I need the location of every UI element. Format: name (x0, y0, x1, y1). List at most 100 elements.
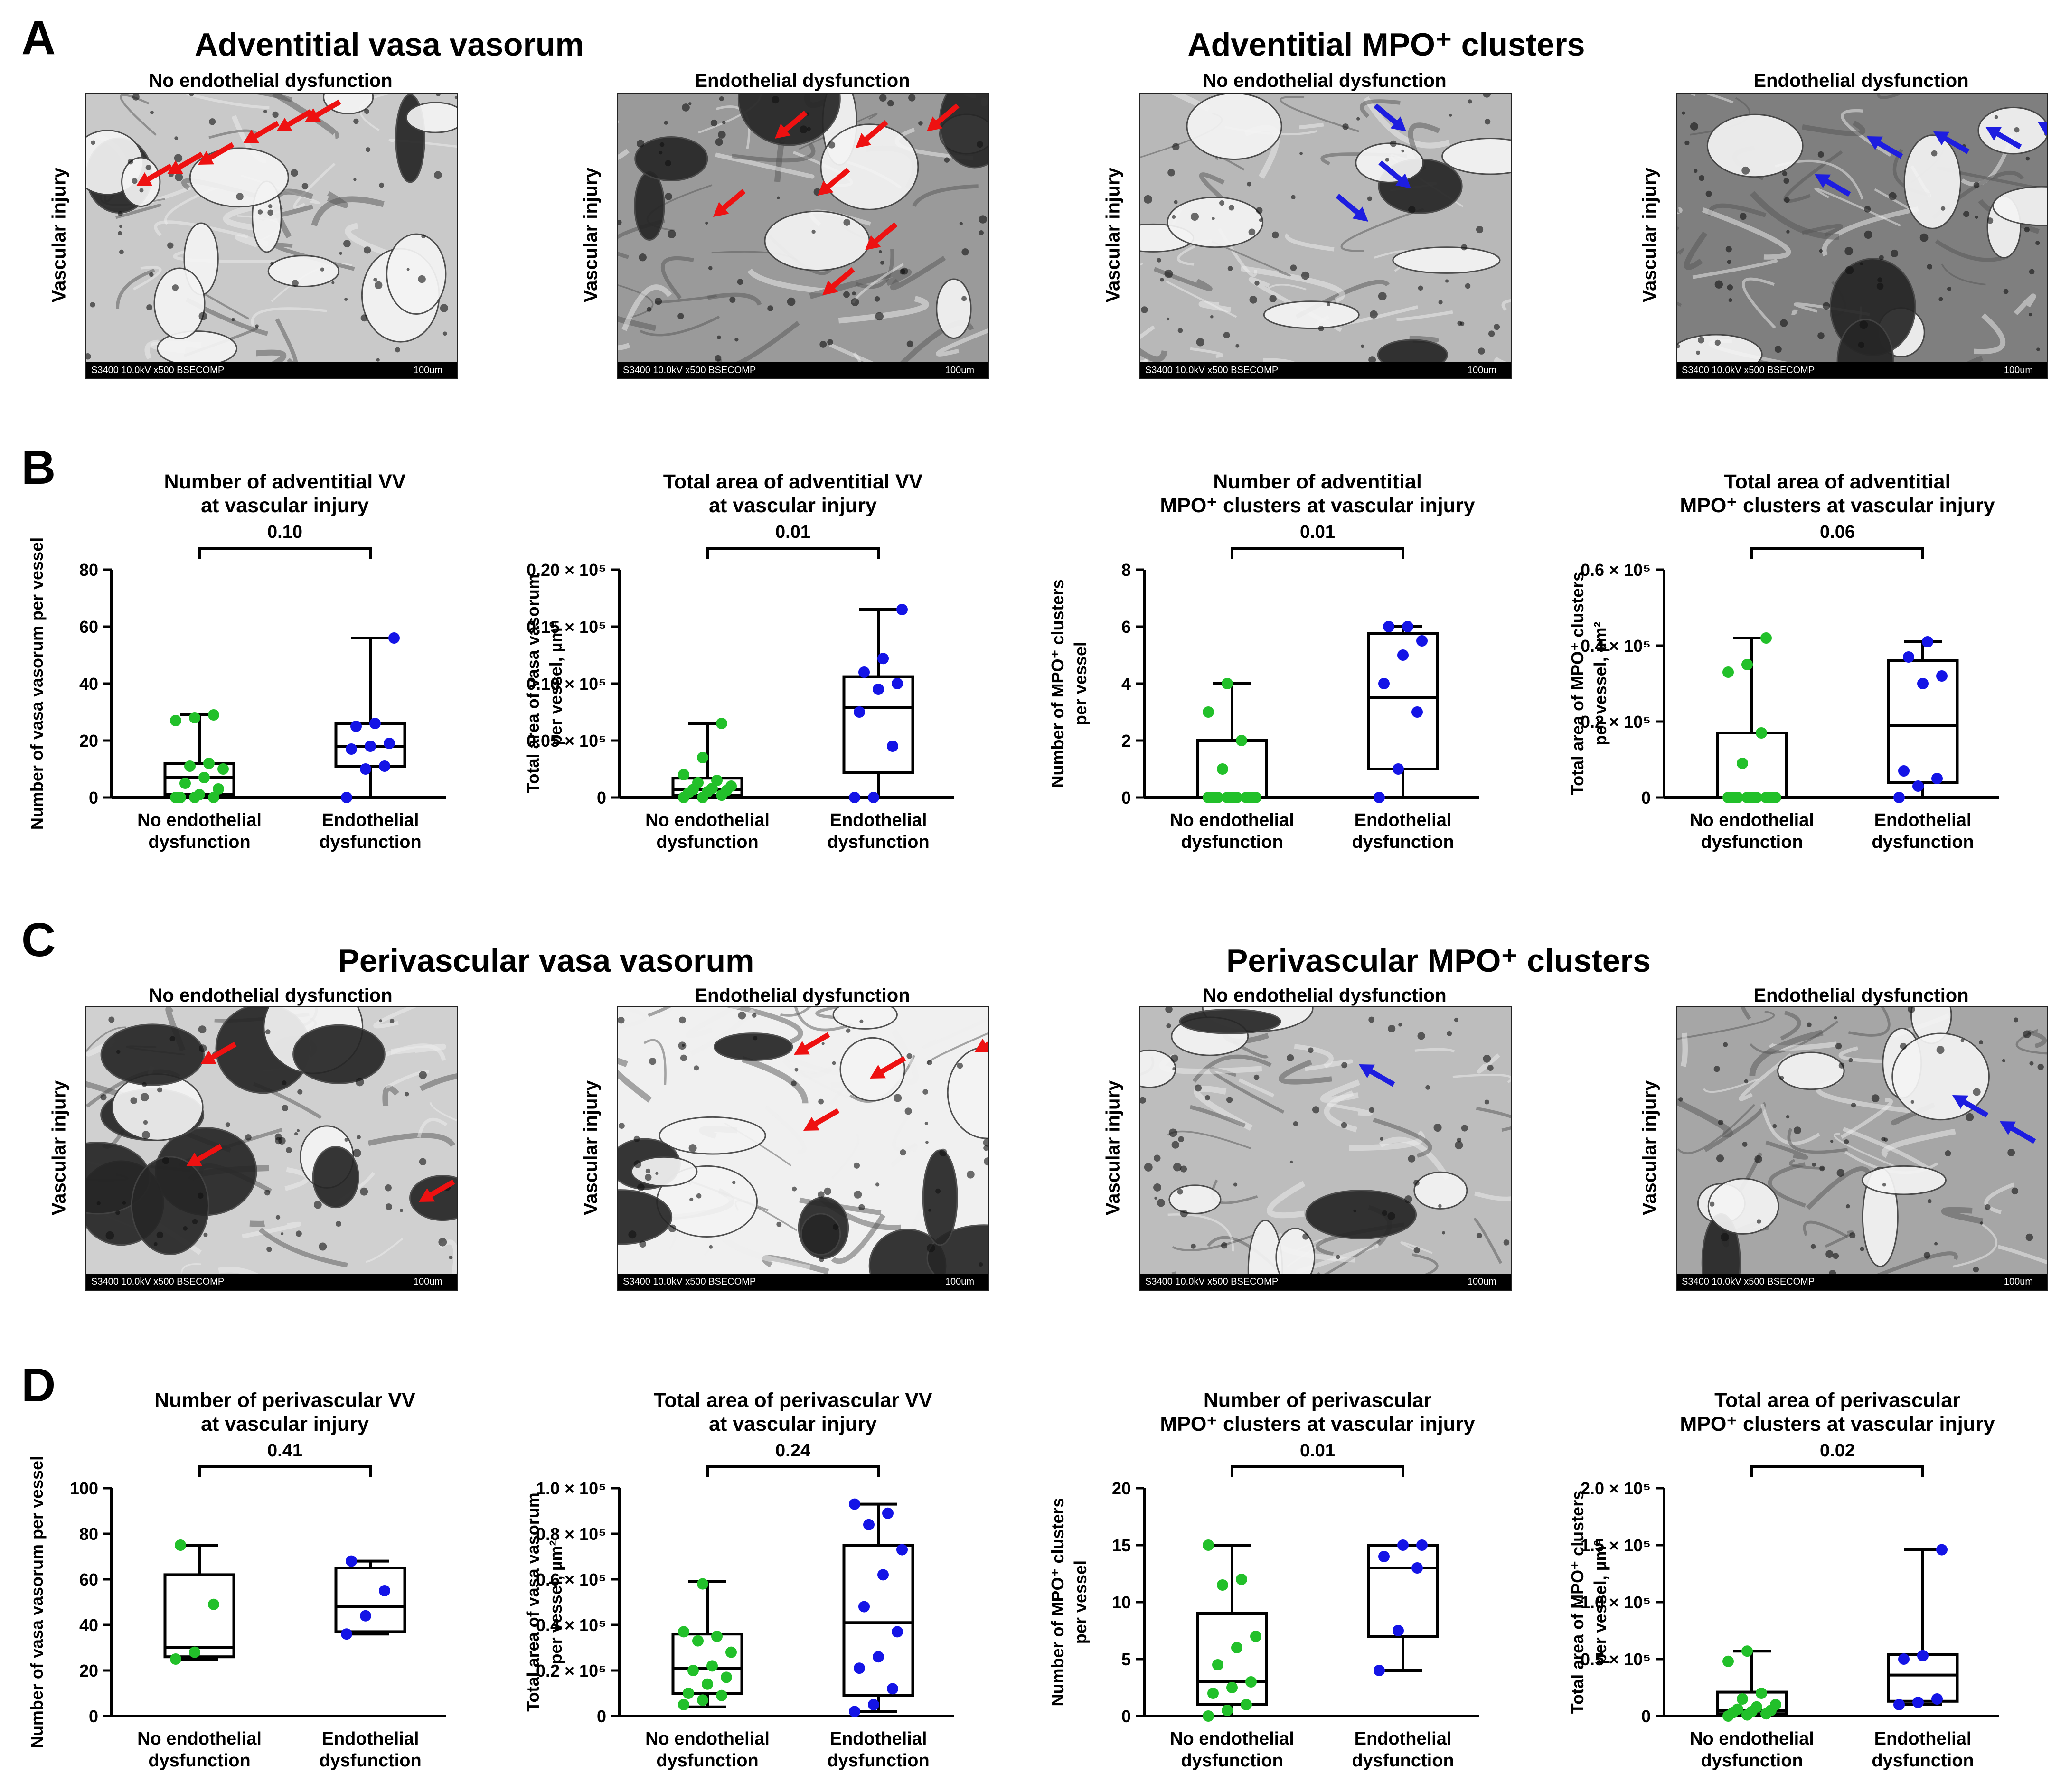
data-point (170, 1653, 181, 1665)
data-point (697, 1694, 708, 1706)
chart-title: Total area of adventitial VV at vascular … (663, 470, 922, 517)
data-point (877, 1569, 889, 1581)
micrograph-image: S3400 10.0kV x500 BSECOMP 100um (1139, 93, 1512, 379)
data-point (1741, 659, 1753, 670)
box (842, 1544, 914, 1697)
data-point (1217, 1579, 1228, 1591)
image-title: No endothelial dysfunction (1203, 70, 1447, 91)
box (1196, 739, 1268, 799)
chart-title-line: Number of adventitial VV (164, 470, 406, 493)
data-point (1770, 1699, 1781, 1710)
data-point (1737, 1693, 1748, 1705)
data-point (170, 715, 181, 726)
data-point (1917, 1650, 1929, 1661)
y-tick-label: 1.0 × 10⁵ (1581, 1593, 1651, 1612)
data-point (217, 763, 229, 775)
data-point (1212, 792, 1223, 803)
p-value: 0.24 (775, 1441, 810, 1461)
data-point (877, 653, 889, 665)
data-point (892, 678, 903, 689)
x-category-label: Endothelial (830, 810, 927, 830)
y-tick-label: 40 (79, 674, 98, 694)
panel-letter-d: D (21, 1359, 56, 1412)
data-point (1898, 765, 1910, 777)
boxplot-D2: Total area of perivascular VV at vascular… (508, 1374, 1021, 1792)
chart-title-line: Number of perivascular VV (154, 1389, 415, 1412)
data-point (849, 1706, 860, 1717)
data-point (1903, 651, 1914, 663)
x-category-label: dysfunction (656, 832, 758, 852)
chart-title-line: at vascular injury (709, 494, 877, 517)
y-tick-label: 0.6 × 10⁵ (536, 1570, 606, 1589)
data-point (1250, 1631, 1261, 1642)
data-point (1402, 621, 1413, 632)
y-tick-label: 60 (79, 617, 98, 637)
data-point (711, 1631, 723, 1642)
chart-title-line: at vascular injury (201, 1413, 369, 1435)
x-category-label: No endothelial (137, 1729, 262, 1749)
data-point (346, 743, 357, 755)
y-tick-label: 0 (597, 788, 606, 807)
data-point (692, 777, 704, 788)
x-category-label: dysfunction (1872, 1751, 1974, 1771)
data-point (1931, 773, 1943, 784)
significance-bracket (706, 547, 880, 559)
x-category-label: Endothelial (830, 1729, 927, 1749)
chart-title: Number of adventitial MPO⁺ clusters at va… (1160, 470, 1475, 517)
data-point (1751, 792, 1762, 803)
data-point (873, 1651, 884, 1663)
data-point (208, 1598, 219, 1610)
data-point (1760, 632, 1772, 644)
data-point (678, 1699, 689, 1710)
y-axis-label: Number of vasa vasorum per vessel (27, 537, 47, 830)
section-title: Perivascular vasa vasorum (338, 943, 754, 979)
data-point (1770, 792, 1781, 803)
y-axis-label: Total area of MPO⁺ clusters (1568, 1491, 1587, 1714)
image-title: No endothelial dysfunction (1203, 985, 1447, 1006)
data-point (1411, 1562, 1423, 1574)
scale-bar: S3400 10.0kV x500 BSECOMP 100um (1140, 1274, 1511, 1290)
scale-bar: S3400 10.0kV x500 BSECOMP 100um (1140, 362, 1511, 378)
y-tick-label: 0 (1641, 788, 1651, 807)
y-tick-label: 0.8 × 10⁵ (536, 1524, 606, 1544)
data-point (1236, 735, 1247, 746)
y-tick-label: 0.2 × 10⁵ (1581, 712, 1651, 732)
scale-bar-length: 100um (413, 365, 442, 375)
y-tick-label: 0.2 × 10⁵ (536, 1661, 606, 1680)
data-point (1374, 792, 1385, 803)
micrograph-image: S3400 10.0kV x500 BSECOMP 100um (617, 1006, 989, 1291)
y-tick-label: 0 (1641, 1707, 1651, 1726)
scale-bar-length: 100um (413, 1276, 442, 1287)
data-point (1737, 758, 1748, 769)
y-tick-label: 20 (1112, 1479, 1131, 1498)
data-point (1217, 763, 1228, 775)
box (1887, 659, 1959, 784)
y-axis-label: Total area of MPO⁺ clusters (1568, 572, 1587, 795)
data-point (388, 632, 400, 644)
side-label: Vascular injury (1102, 1080, 1124, 1215)
box (1196, 1612, 1268, 1706)
x-category-label: Endothelial (1874, 810, 1972, 830)
y-axis-label: per vessel, µm² (1590, 1540, 1610, 1664)
boxplot-D4: Total area of perivascular MPO⁺ clusters … (1552, 1374, 2065, 1792)
chart-title-line: at vascular injury (201, 494, 369, 517)
data-point (1378, 1551, 1390, 1562)
y-tick-label: 40 (79, 1615, 98, 1635)
image-title: Endothelial dysfunction (1753, 985, 1969, 1006)
y-tick-label: 2.0 × 10⁵ (1581, 1479, 1651, 1498)
chart-title-line: MPO⁺ clusters at vascular injury (1160, 1413, 1475, 1435)
x-category-label: dysfunction (1181, 1751, 1283, 1771)
x-category-label: dysfunction (827, 832, 929, 852)
side-label: Vascular injury (1639, 1080, 1660, 1215)
image-title: Endothelial dysfunction (695, 70, 910, 91)
panel-letter-a: A (21, 11, 56, 65)
data-point (868, 1699, 879, 1710)
data-point (379, 760, 390, 772)
data-point (1898, 1653, 1910, 1665)
data-point (687, 1665, 699, 1676)
data-point (892, 1626, 903, 1638)
x-category-label: No endothelial (645, 1729, 770, 1749)
box (671, 1633, 743, 1695)
data-point (379, 1585, 390, 1596)
chart-title-line: Number of perivascular (1203, 1389, 1432, 1412)
